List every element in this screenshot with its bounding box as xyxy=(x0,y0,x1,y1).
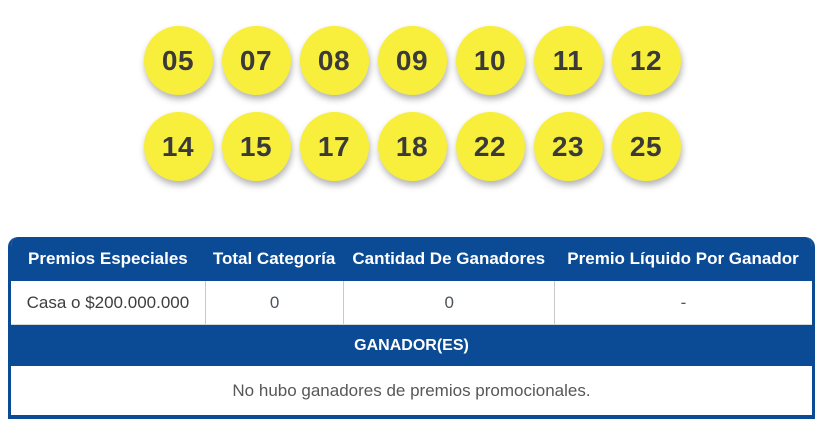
lottery-ball: 17 xyxy=(299,112,369,181)
winners-section-header: GANADOR(ES) xyxy=(11,325,812,366)
lottery-ball: 12 xyxy=(611,26,681,95)
table-row: Casa o $200.000.000 0 0 - xyxy=(11,281,812,325)
lottery-ball: 09 xyxy=(377,26,447,95)
lottery-ball: 15 xyxy=(221,112,291,181)
lottery-ball: 10 xyxy=(455,26,525,95)
ball-row-2: 14 15 17 18 22 23 25 xyxy=(0,112,824,181)
no-winners-message: No hubo ganadores de premios promocional… xyxy=(11,366,812,415)
column-header-premio-liquido: Premio Líquido Por Ganador xyxy=(567,249,799,268)
ball-row-1: 05 07 08 09 10 11 12 xyxy=(0,26,824,95)
winning-numbers-section: 05 07 08 09 10 11 12 14 15 17 18 22 23 2… xyxy=(0,0,824,181)
column-header-cantidad-ganadores: Cantidad De Ganadores xyxy=(352,249,546,268)
cell-total-categoria: 0 xyxy=(204,281,344,324)
lottery-ball: 08 xyxy=(299,26,369,95)
lottery-ball: 11 xyxy=(533,26,603,95)
column-header-premios-especiales: Premios Especiales xyxy=(28,249,188,268)
lottery-ball: 05 xyxy=(143,26,213,95)
special-prizes-table: Premios Especiales Total Categoría Canti… xyxy=(8,237,815,419)
lottery-ball: 07 xyxy=(221,26,291,95)
cell-premio-liquido: - xyxy=(554,281,812,324)
lottery-ball: 18 xyxy=(377,112,447,181)
lottery-ball: 22 xyxy=(455,112,525,181)
table-header-row: Premios Especiales Total Categoría Canti… xyxy=(11,237,812,281)
lottery-ball: 14 xyxy=(143,112,213,181)
cell-premio: Casa o $200.000.000 xyxy=(26,292,190,312)
column-header-total-categoria: Total Categoría xyxy=(212,249,336,268)
lottery-ball: 25 xyxy=(611,112,681,181)
lottery-ball: 23 xyxy=(533,112,603,181)
cell-cantidad-ganadores: 0 xyxy=(343,281,554,324)
